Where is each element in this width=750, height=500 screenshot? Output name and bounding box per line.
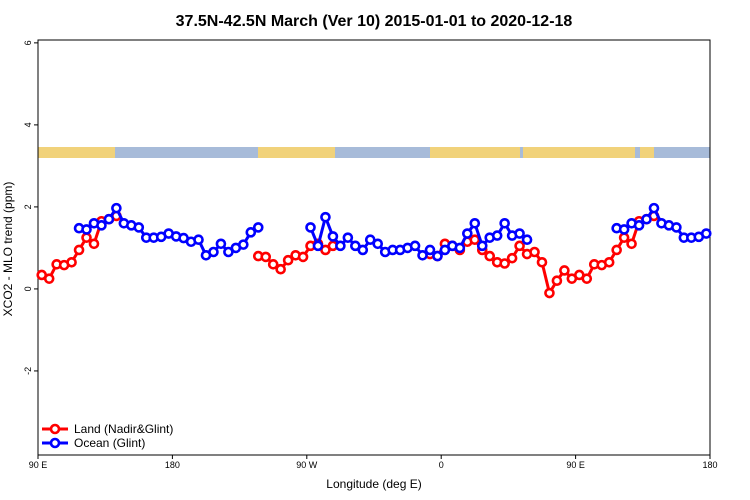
ocean-band — [38, 147, 710, 158]
data-point — [484, 250, 496, 262]
legend-label: Ocean (Glint) — [74, 436, 145, 450]
x-tick-label: 90 E — [566, 460, 585, 470]
data-point — [439, 244, 451, 256]
y-tick-label: 4 — [23, 122, 33, 127]
data-point — [88, 238, 100, 250]
data-point — [193, 234, 204, 246]
data-point — [245, 227, 257, 238]
legend-marker — [49, 437, 61, 449]
data-point — [551, 275, 563, 287]
land-band — [523, 147, 635, 158]
data-point — [611, 244, 622, 256]
plot-frame — [37, 39, 711, 456]
data-point — [409, 240, 421, 252]
data-point — [581, 273, 593, 284]
data-point — [506, 252, 518, 264]
data-point — [73, 244, 85, 256]
data-point — [491, 230, 503, 241]
data-point — [81, 224, 92, 235]
data-point — [559, 265, 570, 276]
data-point — [521, 234, 533, 246]
data-point — [335, 240, 346, 252]
data-point — [282, 254, 294, 266]
data-point — [350, 240, 361, 252]
land-band — [258, 147, 335, 158]
data-point — [260, 251, 272, 263]
data-point — [364, 234, 376, 246]
data-point — [529, 246, 540, 258]
x-tick-label: 90 E — [29, 460, 48, 470]
data-point — [536, 256, 548, 268]
data-point — [618, 232, 630, 243]
data-point — [499, 218, 510, 229]
data-point — [96, 220, 107, 231]
data-point — [342, 232, 354, 243]
data-point — [469, 234, 481, 246]
data-point — [133, 222, 145, 233]
data-point — [514, 228, 525, 239]
data-point — [476, 240, 488, 252]
data-point — [499, 258, 510, 269]
data-point — [43, 273, 55, 284]
data-point — [469, 218, 481, 229]
y-axis-label: XCO2 - MLO trend (ppm) — [1, 182, 15, 317]
data-point — [252, 222, 264, 233]
legend: Land (Nadir&Glint)Ocean (Glint) — [42, 422, 173, 450]
x-axis-label: Longitude (deg E) — [326, 477, 421, 491]
data-point — [671, 222, 682, 233]
data-point — [111, 202, 122, 214]
data-point — [320, 211, 331, 223]
legend-label: Land (Nadir&Glint) — [74, 422, 173, 436]
land-band — [640, 147, 654, 158]
land-band — [430, 147, 520, 158]
data-point — [215, 238, 227, 250]
x-tick-label: 180 — [165, 460, 180, 470]
legend-marker — [49, 423, 61, 435]
data-point — [208, 246, 219, 258]
data-point — [462, 228, 473, 239]
data-point — [626, 238, 637, 250]
y-tick-label: 6 — [23, 40, 33, 45]
data-point — [81, 232, 92, 243]
data-point — [603, 256, 615, 268]
data-point — [305, 222, 316, 233]
data-point — [320, 244, 331, 256]
y-tick-label: 0 — [23, 286, 33, 291]
land-band — [38, 147, 115, 158]
x-tick-label: 0 — [439, 460, 444, 470]
data-point — [432, 250, 443, 262]
data-point — [223, 246, 234, 258]
chart-title: 37.5N-42.5N March (Ver 10) 2015-01-01 to… — [176, 13, 573, 30]
data-point — [275, 263, 286, 275]
data-point — [103, 213, 115, 225]
data-point — [267, 259, 279, 270]
data-point — [357, 244, 369, 256]
data-point — [633, 220, 645, 231]
data-point — [454, 242, 466, 254]
data-point — [618, 224, 630, 235]
data-point — [514, 240, 525, 252]
x-tick-label: 90 W — [296, 460, 318, 470]
data-point — [327, 231, 339, 242]
map-strip — [38, 147, 710, 158]
data-point — [297, 251, 309, 263]
data-point — [66, 256, 77, 268]
data-point — [424, 244, 436, 256]
x-tick-label: 180 — [702, 460, 717, 470]
data-point — [312, 240, 324, 252]
data-point — [641, 213, 652, 225]
data-point — [238, 239, 249, 250]
data-point — [372, 238, 384, 250]
data-point — [700, 228, 712, 239]
y-tick-label: 2 — [23, 204, 33, 209]
data-point — [544, 287, 555, 299]
data-point — [648, 202, 660, 214]
y-tick-label: -2 — [23, 367, 33, 375]
data-point — [417, 249, 428, 261]
